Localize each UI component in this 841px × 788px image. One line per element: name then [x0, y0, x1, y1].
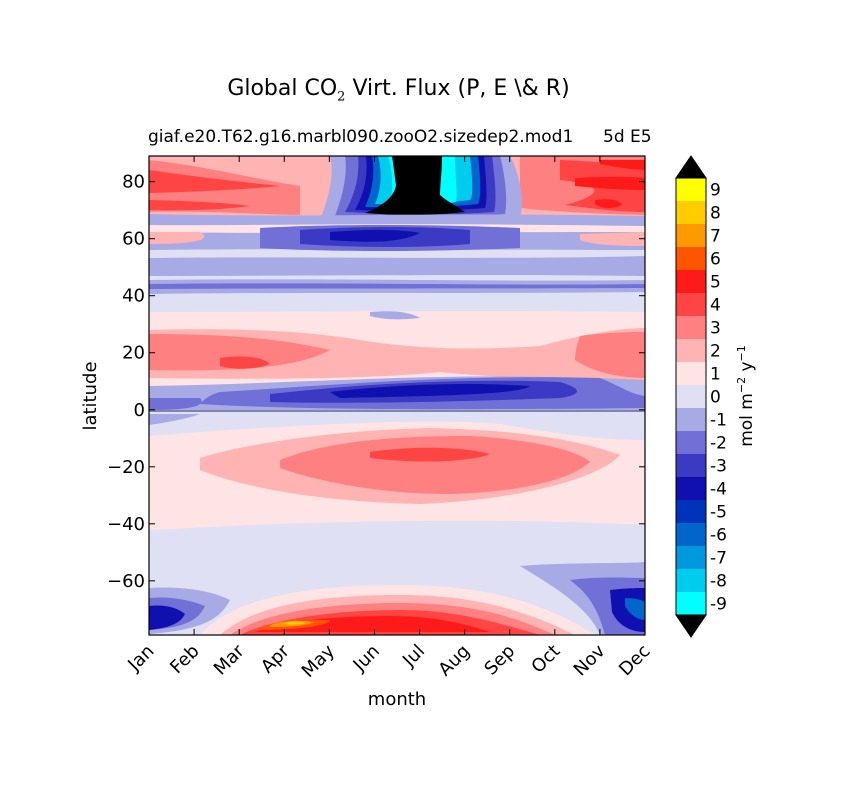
y-tick-label: 40: [122, 286, 145, 307]
colorbar-tick-label: -4: [710, 480, 727, 500]
y-tick-label: 20: [122, 343, 145, 364]
y-tick-label: −20: [107, 457, 145, 478]
x-tick-label: Feb: [166, 641, 203, 678]
colorbar-extend-max: [675, 155, 707, 179]
colorbar-swatch: [676, 523, 706, 547]
colorbar-swatch: [676, 408, 706, 432]
colorbar-swatch: [676, 385, 706, 409]
y-tick-label: 60: [122, 229, 145, 250]
colorbar-tick-label: 5: [710, 273, 721, 293]
colorbar-tick-label: 9: [710, 181, 721, 201]
contour-field: [149, 156, 645, 635]
x-axis-label: month: [368, 689, 426, 710]
colorbar-swatch: [676, 592, 706, 616]
x-tick-label: Jan: [123, 641, 158, 676]
y-tick-label: −60: [107, 571, 145, 592]
x-tick-label: Dec: [615, 641, 654, 680]
colorbar-tick-label: -5: [710, 503, 727, 523]
colorbar-swatch: [676, 500, 706, 524]
colorbar-tick-label: 7: [710, 227, 721, 247]
colorbar-swatch: [676, 362, 706, 386]
x-tick-label: Nov: [570, 640, 610, 680]
x-tick-label: Aug: [434, 641, 474, 681]
colorbar-tick-label: 8: [710, 204, 721, 224]
colorbar-swatch: [676, 454, 706, 478]
colorbar-swatch: [676, 201, 706, 225]
colorbar-tick-label: 0: [710, 388, 721, 408]
chart-title: Global CO2 Virt. Flux (P, E \& R): [227, 76, 570, 105]
chart-subtitle-right: 5d E5: [603, 127, 652, 147]
colorbar-tick-label: -9: [710, 595, 727, 615]
x-tick-label: Jun: [349, 641, 384, 676]
colorbar-tick-label: -2: [710, 434, 727, 454]
colorbar-label: mol m−2 y−1: [735, 345, 757, 447]
colorbar-tick-label: 2: [710, 342, 721, 362]
colorbar: 9 8 7 6 5 4 3 2 1 0 -1 -2 -3 -4 -5 -6 -7 -8 -9: [675, 155, 727, 638]
colorbar-tick-label: -1: [710, 411, 727, 431]
y-tick-label: −40: [107, 514, 145, 535]
x-tick-label: Jul: [398, 641, 429, 672]
y-axis: 80 60 40 20 0 −20 −40 −60: [107, 172, 645, 592]
colorbar-tick-label: -7: [710, 549, 727, 569]
x-tick-label: Apr: [257, 640, 294, 677]
y-tick-label: 0: [134, 400, 145, 421]
colorbar-tick-label: 1: [710, 365, 721, 385]
colorbar-tick-label: -8: [710, 572, 727, 592]
colorbar-swatch: [676, 339, 706, 363]
colorbar-swatch: [676, 316, 706, 340]
colorbar-swatch: [676, 224, 706, 248]
colorbar-swatch: [676, 270, 706, 294]
colorbar-extend-min: [675, 614, 707, 638]
colorbar-swatch: [676, 431, 706, 455]
colorbar-swatch: [676, 178, 706, 202]
colorbar-swatch: [676, 247, 706, 271]
x-tick-label: May: [298, 640, 339, 681]
colorbar-swatch: [676, 546, 706, 570]
plot-frame: [148, 155, 646, 636]
colorbar-swatch: [676, 569, 706, 593]
colorbar-tick-label: 4: [710, 296, 721, 316]
y-axis-label: latitude: [80, 361, 101, 430]
x-tick-label: Sep: [480, 641, 519, 680]
colorbar-tick-label: -6: [710, 526, 727, 546]
colorbar-swatch: [676, 293, 706, 317]
colorbar-tick-label: 3: [710, 319, 721, 339]
y-tick-label: 80: [122, 172, 145, 193]
colorbar-swatch: [676, 477, 706, 501]
x-tick-label: Mar: [210, 640, 249, 679]
chart-subtitle: giaf.e20.T62.g16.marbl090.zooO2.sizedep2…: [148, 127, 574, 147]
colorbar-tick-label: -3: [710, 457, 727, 477]
colorbar-tick-label: 6: [710, 250, 721, 270]
colorbar-outline: [675, 177, 707, 616]
x-tick-label: Oct: [527, 641, 564, 678]
